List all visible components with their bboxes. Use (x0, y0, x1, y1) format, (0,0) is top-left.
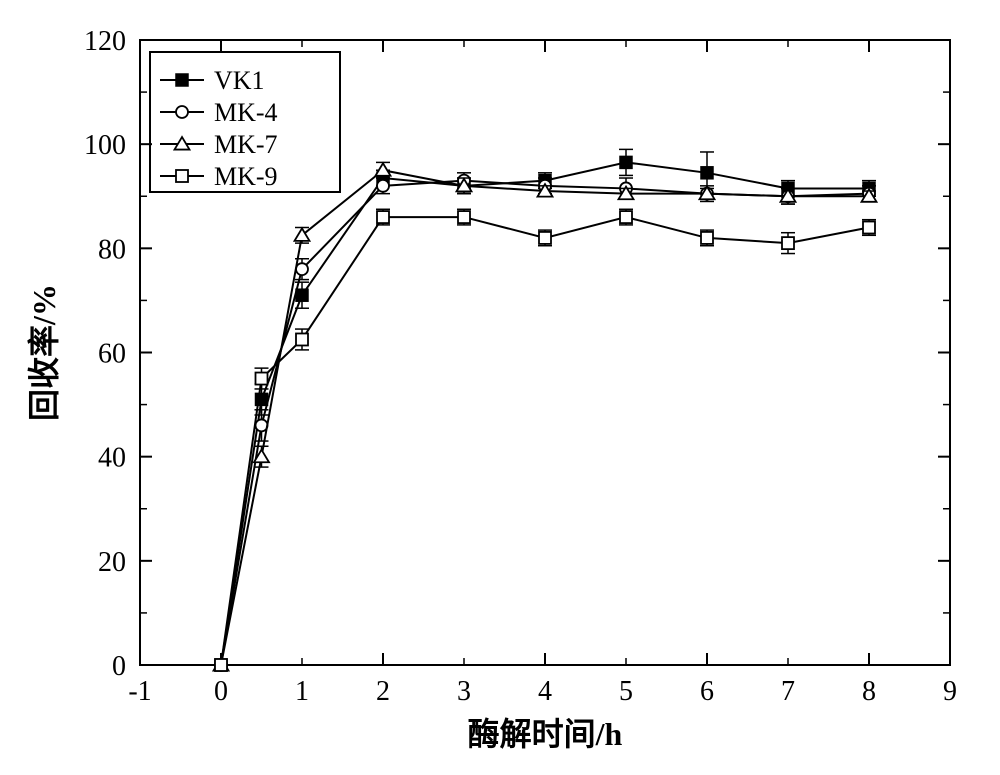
x-tick-label: 8 (862, 676, 876, 707)
x-axis-label: 酶解时间/h (468, 716, 623, 752)
y-tick-label: 20 (98, 547, 126, 578)
x-tick-label: 7 (781, 676, 795, 707)
x-tick-label: 1 (295, 676, 309, 707)
legend-label: MK-9 (214, 162, 278, 191)
x-tick-label: 0 (214, 676, 228, 707)
y-axis-label: 回收率/% (26, 284, 62, 421)
x-tick-label: 9 (943, 676, 957, 707)
x-tick-label: 3 (457, 676, 471, 707)
x-tick-label: 6 (700, 676, 714, 707)
y-tick-label: 120 (84, 26, 126, 57)
y-tick-label: 0 (112, 651, 126, 682)
legend-label: MK-4 (214, 98, 278, 127)
legend-label: MK-7 (214, 130, 278, 159)
y-tick-label: 80 (98, 234, 126, 265)
series-mk4 (215, 173, 876, 671)
x-tick-label: -1 (128, 676, 151, 707)
recovery-chart: -10123456789酶解时间/h020406080100120回收率/%VK… (0, 0, 1000, 775)
x-tick-label: 2 (376, 676, 390, 707)
legend: VK1 MK-4 MK-7 MK-9 (150, 52, 340, 192)
x-tick-label: 5 (619, 676, 633, 707)
x-tick-label: 4 (538, 676, 552, 707)
legend-label: VK1 (214, 66, 265, 95)
y-tick-label: 40 (98, 443, 126, 474)
series-vk1 (215, 149, 876, 671)
y-tick-label: 60 (98, 339, 126, 370)
y-tick-label: 100 (84, 130, 126, 161)
